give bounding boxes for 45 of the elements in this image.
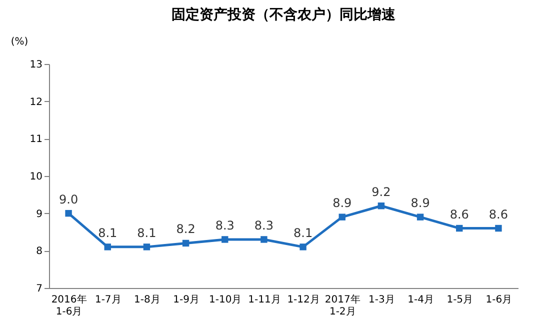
point	[143, 244, 150, 250]
chart-title: 固定资产投资（不含农户）同比增速	[172, 6, 396, 23]
point	[416, 214, 424, 220]
point	[182, 240, 190, 247]
x-tick-label: 2016年 1-6月	[51, 294, 87, 318]
data-label: 8.9	[332, 196, 352, 210]
y-tick-label: 7	[36, 284, 42, 294]
data-label: 9.0	[58, 192, 78, 206]
data-label: 8.3	[215, 218, 234, 232]
y-tick-label: 9	[36, 208, 42, 220]
data-label: 8.6	[450, 207, 469, 222]
y-tick-label: 13	[30, 60, 42, 70]
data-label: 8.1	[98, 226, 118, 240]
point	[222, 236, 228, 243]
point	[260, 236, 268, 243]
x-tick-label: 1-9月	[173, 294, 200, 306]
point	[495, 224, 502, 232]
x-tick-label: 1-10月	[209, 294, 242, 306]
x-tick-label: 1-5月	[446, 294, 474, 306]
point	[65, 210, 72, 217]
y-axis-title: (%)	[10, 36, 28, 48]
y-tick-label: 11	[30, 134, 42, 146]
x-tick-label: 1-3月	[368, 294, 395, 306]
data-label: 8.1	[137, 226, 156, 240]
data-label: 8.3	[254, 218, 274, 232]
y-tick-label: 8	[36, 246, 42, 258]
point	[338, 214, 346, 220]
data-label: 8.6	[488, 207, 508, 222]
point	[378, 202, 385, 210]
x-tick-label: 1-7月	[94, 294, 122, 306]
data-label: 8.9	[410, 196, 430, 210]
x-tick-label: 1-8月	[134, 294, 160, 306]
data-label: 8.1	[293, 226, 313, 240]
data-label: 9.2	[372, 184, 391, 199]
x-tick-label: 1-4月	[408, 294, 434, 306]
point	[456, 224, 463, 232]
x-tick-label: 1-6月	[486, 294, 512, 306]
point	[300, 244, 306, 250]
x-tick-label: 2017年 1-2月	[324, 294, 360, 318]
x-tick-label: 1-11月	[248, 294, 281, 306]
y-tick-label: 10	[30, 172, 42, 182]
point	[104, 244, 111, 250]
data-label: 8.2	[176, 222, 196, 236]
y-tick-label: 12	[30, 96, 42, 108]
x-tick-label: 1-12月	[287, 294, 320, 306]
